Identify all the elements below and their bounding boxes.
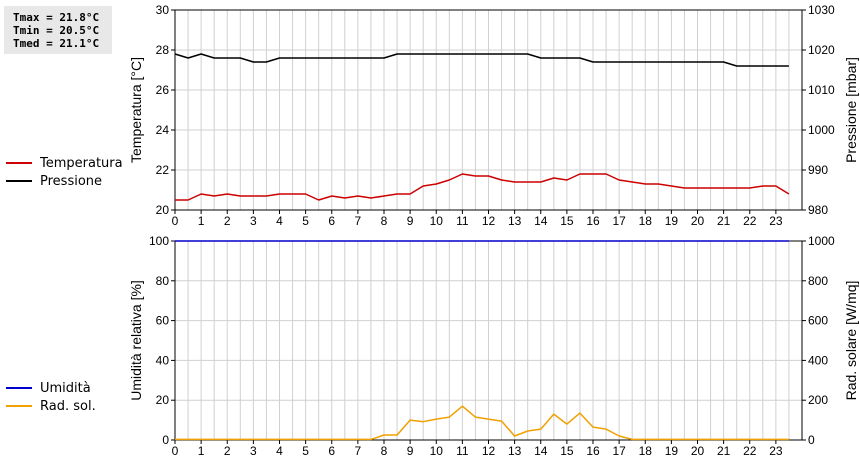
y-tick-label: 28 (156, 43, 170, 57)
y-tick-label: 80 (156, 274, 170, 288)
y-tick-label: 40 (156, 353, 170, 367)
x-tick-label: 17 (612, 444, 626, 458)
y2-tick-label: 800 (808, 274, 828, 288)
legend-item-pressione: Pressione (6, 172, 123, 190)
x-tick-label: 13 (508, 444, 522, 458)
x-tick-label: 12 (482, 214, 496, 228)
legend-bottom: Umidità Rad. sol. (6, 379, 96, 415)
y-tick-label: 24 (156, 123, 170, 137)
x-tick-label: 20 (691, 214, 705, 228)
legend-label: Temperatura (40, 155, 123, 171)
legend-swatch (6, 162, 32, 164)
tmed-label: Tmed = 21.1°C (13, 37, 100, 50)
x-tick-label: 2 (224, 444, 231, 458)
y2-tick-label: 1020 (808, 43, 835, 57)
y2-tick-label: 1000 (808, 123, 835, 137)
x-tick-label: 4 (276, 214, 283, 228)
y2-tick-label: 0 (808, 433, 815, 447)
y-tick-label: 22 (156, 163, 170, 177)
x-tick-label: 18 (639, 214, 653, 228)
x-tick-label: 16 (586, 444, 600, 458)
y-tick-label: 20 (156, 203, 170, 217)
x-tick-label: 22 (743, 444, 757, 458)
x-tick-label: 12 (482, 444, 496, 458)
legend-item-umidita: Umidità (6, 379, 96, 397)
x-tick-label: 9 (407, 214, 414, 228)
x-tick-label: 23 (769, 214, 783, 228)
legend-swatch (6, 405, 32, 407)
x-tick-label: 7 (355, 214, 362, 228)
y-tick-label: 20 (156, 393, 170, 407)
x-tick-label: 17 (612, 214, 626, 228)
series-line-rad-sol (175, 405, 789, 441)
x-tick-label: 23 (769, 444, 783, 458)
x-tick-label: 20 (691, 444, 705, 458)
x-tick-label: 11 (456, 444, 469, 458)
x-tick-label: 1 (198, 444, 205, 458)
x-tick-label: 21 (717, 444, 731, 458)
legend-item-radsol: Rad. sol. (6, 397, 96, 415)
y-axis-label: Umidità relativa [%] (128, 280, 144, 401)
x-tick-label: 19 (665, 214, 679, 228)
x-tick-label: 10 (430, 214, 444, 228)
y2-axis-label: Pressione [mbar] (843, 57, 859, 163)
x-tick-label: 6 (328, 444, 335, 458)
y-tick-label: 26 (156, 83, 170, 97)
y-axis-label: Temperatura [°C] (128, 57, 144, 163)
x-tick-label: 14 (534, 444, 548, 458)
x-tick-label: 15 (560, 444, 574, 458)
x-tick-label: 3 (250, 214, 257, 228)
y2-tick-label: 1010 (808, 83, 835, 97)
x-tick-label: 8 (381, 214, 388, 228)
y2-tick-label: 1030 (808, 3, 835, 17)
legend-swatch (6, 387, 32, 389)
y-tick-label: 60 (156, 314, 170, 328)
legend-label: Umidità (40, 380, 91, 396)
x-tick-label: 6 (328, 214, 335, 228)
x-tick-label: 21 (717, 214, 731, 228)
y2-tick-label: 990 (808, 163, 828, 177)
x-tick-label: 11 (456, 214, 469, 228)
y2-tick-label: 200 (808, 393, 828, 407)
y2-axis-label: Rad. solare [W/mq] (843, 281, 859, 401)
x-tick-label: 5 (302, 214, 309, 228)
stats-box: Tmax = 21.8°C Tmin = 20.5°C Tmed = 21.1°… (4, 6, 112, 54)
x-tick-label: 8 (381, 444, 388, 458)
legend-label: Pressione (40, 173, 103, 189)
x-tick-label: 14 (534, 214, 548, 228)
y-tick-label: 30 (156, 3, 170, 17)
x-tick-label: 5 (302, 444, 309, 458)
y-tick-label: 0 (162, 433, 169, 447)
x-tick-label: 1 (198, 214, 205, 228)
legend-item-temperatura: Temperatura (6, 154, 123, 172)
x-tick-label: 2 (224, 214, 231, 228)
y2-tick-label: 400 (808, 353, 828, 367)
x-tick-label: 15 (560, 214, 574, 228)
x-tick-label: 0 (172, 214, 179, 228)
x-tick-label: 0 (172, 444, 179, 458)
y-tick-label: 100 (149, 234, 169, 248)
x-tick-label: 16 (586, 214, 600, 228)
series-line-temperatura (175, 173, 790, 201)
legend-label: Rad. sol. (40, 398, 96, 414)
tmin-label: Tmin = 20.5°C (13, 24, 100, 37)
x-tick-label: 22 (743, 214, 757, 228)
x-tick-label: 13 (508, 214, 522, 228)
tmax-label: Tmax = 21.8°C (13, 11, 100, 24)
legend-swatch (6, 180, 32, 182)
x-tick-label: 9 (407, 444, 414, 458)
x-tick-label: 19 (665, 444, 679, 458)
x-tick-label: 7 (355, 444, 362, 458)
x-tick-label: 18 (639, 444, 653, 458)
x-tick-label: 4 (276, 444, 283, 458)
x-tick-label: 3 (250, 444, 257, 458)
y2-tick-label: 600 (808, 314, 828, 328)
series-line-pressione (174, 53, 789, 67)
y2-tick-label: 980 (808, 203, 828, 217)
x-tick-label: 10 (430, 444, 444, 458)
y2-tick-label: 1000 (808, 234, 835, 248)
legend-top: Temperatura Pressione (6, 154, 123, 190)
